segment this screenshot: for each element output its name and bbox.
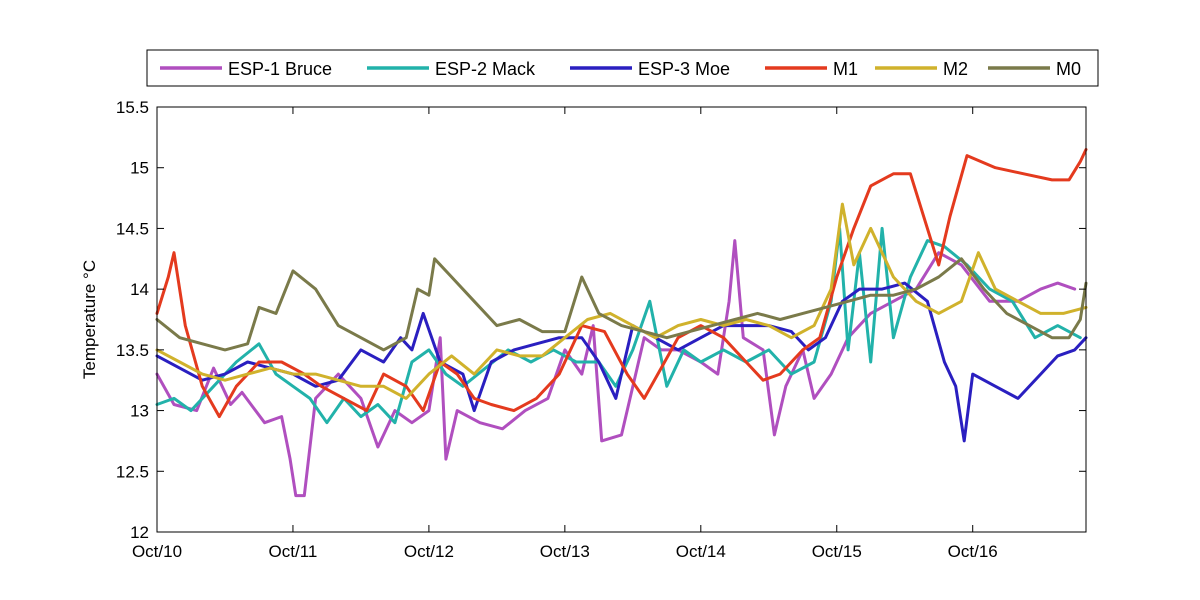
x-tick-label: Oct/14 xyxy=(676,542,726,561)
axis-layer: 12 12.5 13 13.5 14 14.5 15 15.5 Oct/10 Oct/11 Oct/… xyxy=(116,98,1087,561)
y-tick-label: 15 xyxy=(130,159,149,178)
series-line-1 xyxy=(155,239,1077,498)
legend-label: M1 xyxy=(833,59,858,79)
legend-label: M0 xyxy=(1056,59,1081,79)
series-line-4 xyxy=(155,148,1088,419)
y-tick-label: 13 xyxy=(130,402,149,421)
legend-label: ESP-3 Moe xyxy=(638,59,730,79)
legend-label: ESP-1 Bruce xyxy=(228,59,332,79)
y-axis-title: Temperature °C xyxy=(80,260,99,379)
plot-border xyxy=(156,106,1087,533)
y-tick-label: 12 xyxy=(130,523,149,542)
y-tick-label: 13.5 xyxy=(116,341,149,360)
y-tick-label: 14 xyxy=(130,280,149,299)
series-line-2 xyxy=(155,226,1082,425)
series-line-6 xyxy=(155,257,1088,352)
legend-label: ESP-2 Mack xyxy=(435,59,536,79)
x-tick-label: Oct/15 xyxy=(812,542,862,561)
x-tick-label: Oct/11 xyxy=(269,542,318,561)
y-tick-label: 14.5 xyxy=(116,219,149,238)
x-tick-label: Oct/13 xyxy=(540,542,590,561)
y-tick-label: 15.5 xyxy=(116,98,149,117)
x-tick-label: Oct/16 xyxy=(948,542,998,561)
legend-label: M2 xyxy=(943,59,968,79)
x-tick-label: Oct/10 xyxy=(132,542,182,561)
legend: ESP-1 Bruce ESP-2 Mack ESP-3 Moe M1 M2 M0 xyxy=(146,49,1099,87)
y-tick-label: 12.5 xyxy=(116,462,149,481)
x-tick-label: Oct/12 xyxy=(404,542,454,561)
series-layer xyxy=(155,148,1088,498)
